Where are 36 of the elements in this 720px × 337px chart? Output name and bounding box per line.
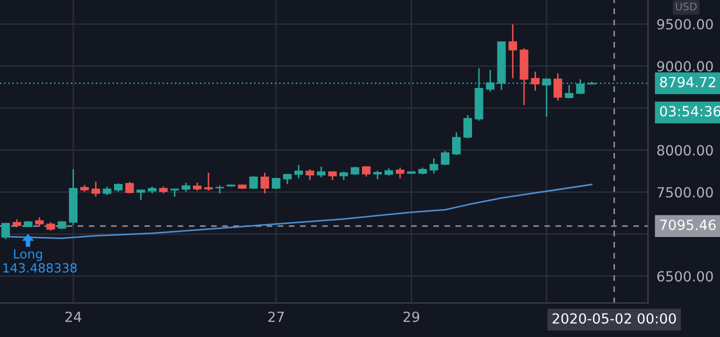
candlestick <box>125 181 134 194</box>
text: USD <box>676 2 697 10</box>
candlestick <box>440 150 450 166</box>
candlestick <box>204 172 213 192</box>
candlestick <box>396 166 404 179</box>
x-tick-label: 29 <box>404 312 420 322</box>
candlestick <box>316 166 326 178</box>
candlestick <box>430 158 438 174</box>
candlestick <box>249 175 258 190</box>
y-tick-label: 9000.00 <box>657 61 713 72</box>
annotation: Long <box>14 249 42 262</box>
candlestick <box>531 70 540 92</box>
y-tick-label: 7500.00 <box>657 187 713 198</box>
candlestick <box>136 188 146 201</box>
candlestick <box>554 72 562 102</box>
ref-line-label: 8794.72 <box>660 76 716 88</box>
ref-line-label: 2020-05-02 00:00 <box>552 313 676 324</box>
candlestick <box>91 180 100 198</box>
candlestick <box>564 84 574 100</box>
candlestick <box>294 164 303 179</box>
candlestick <box>463 114 472 139</box>
candlestick <box>260 172 270 194</box>
x-tick-label: 27 <box>268 312 284 322</box>
y-tick-label: 8000.00 <box>657 145 713 156</box>
candlestick <box>508 24 518 80</box>
x-tick-label: 24 <box>65 312 82 322</box>
y-tick-label: 9500.00 <box>657 19 713 30</box>
annotation: 143.488338 <box>3 263 77 273</box>
candlestick <box>1 222 10 240</box>
y-tick-label: 6500.00 <box>657 271 713 282</box>
ref-line-label: 7095.46 <box>660 220 716 230</box>
candlestick <box>452 132 461 156</box>
candlestick <box>35 216 44 228</box>
candlestick <box>283 173 292 185</box>
candlestick <box>306 168 314 181</box>
candlestick <box>362 165 371 178</box>
